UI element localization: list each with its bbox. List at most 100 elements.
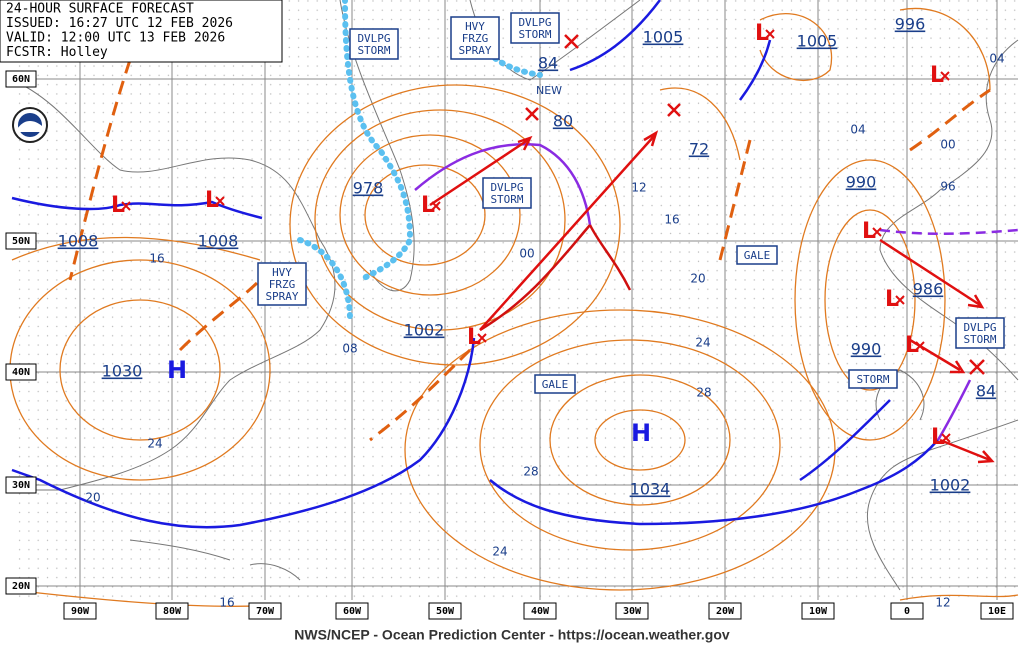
low-marker [431,201,441,211]
isobar-label: 16 [219,596,234,610]
warning-box [257,262,307,306]
warning-text: GALE [744,249,771,262]
lon-label: 60W [343,606,362,617]
low-center: L [862,219,876,244]
warning-text: STORM [357,44,390,57]
isobars [9,7,1019,607]
lon-label: 30W [623,606,642,617]
lon-label: 80W [163,606,182,617]
lon-label: 0 [904,606,910,617]
new-label: NEW [536,84,562,97]
pressure-value: 1002 [404,321,445,340]
pressure-value: 986 [913,280,944,299]
isobar-label: 24 [147,437,162,451]
pressure-value: 1008 [58,232,99,251]
isobar-label: 12 [631,181,646,195]
troughs [68,59,991,442]
isobar-label: 04 [850,123,865,137]
low-center: L [931,425,945,450]
warning-text: FRZG [269,278,296,291]
pressure-value: 990 [851,340,882,359]
lat-label: 50N [12,236,30,247]
lon-label-box [335,602,369,620]
low-marker [915,341,925,351]
warning-text: DVLPG [490,181,523,194]
lon-label: 50W [436,606,455,617]
pressure-value: 72 [689,140,709,159]
warning-text: HVY [272,266,292,279]
minor-grid [12,0,1018,600]
lon-label: 20W [716,606,735,617]
high-center: H [631,419,651,447]
isobar-label: 08 [342,342,357,356]
pressure-value: 80 [553,112,573,131]
pressure-value: 1030 [102,362,143,381]
header-line: ISSUED: 16:27 UTC 12 FEB 2026 [6,16,233,31]
warning-text: FRZG [462,32,489,45]
warning-text: HVY [465,20,485,33]
lat-label-box [5,232,37,250]
lon-label: 90W [71,606,90,617]
isobar-label: 00 [519,247,534,261]
low-center: L [205,188,219,213]
low-marker [940,71,950,81]
header-box [0,0,283,63]
pressure-value: 1005 [643,28,684,47]
isobar-label: 24 [695,336,710,350]
low-marker [941,433,951,443]
lon-label: 10W [809,606,828,617]
noaa-logo [12,107,48,143]
isobar-label: 12 [935,596,950,610]
warning-box [955,317,1005,349]
lon-label-box [248,602,282,620]
isobar-label: 96 [940,180,955,194]
warning-text: DVLPG [357,32,390,45]
lon-label: 10E [988,606,1006,617]
lon-label-box [428,602,462,620]
lon-label-box [801,602,835,620]
pressure-value: 996 [895,15,926,34]
isobar-label: 20 [690,272,705,286]
warning-text: DVLPG [963,321,996,334]
isobar-label: 28 [523,465,538,479]
warning-text: SPRAY [458,44,491,57]
warning-box [349,28,399,60]
header-line: FCSTR: Holley [6,45,108,60]
footer: NWS/NCEP - Ocean Prediction Center - htt… [294,627,730,643]
low-center: L [755,21,769,46]
lat-label: 30N [12,480,30,491]
storm-tracks [429,34,995,464]
isobar-label: 04 [989,52,1004,66]
labels: 60N 50N 40N 30N 20N 90W 80W 70W 60W 50W 40W 30W 20W 1… [5,12,1014,620]
lat-label-box [5,577,37,595]
low-marker [872,227,882,237]
lon-label-box [63,602,97,620]
warning-box [534,374,576,394]
warning-text: SPRAY [265,290,298,303]
lon-label: 70W [256,606,275,617]
pressure-value: 978 [353,179,384,198]
low-marker [765,29,775,39]
warning-text: GALE [542,378,569,391]
warning-text: DVLPG [518,16,551,29]
low-marker [121,201,131,211]
low-marker [215,196,225,206]
warning-box [510,12,560,44]
warning-text: STORM [856,373,889,386]
fronts [11,0,1019,529]
header-line: VALID: 12:00 UTC 13 FEB 2026 [6,31,225,46]
lon-label-box [980,602,1014,620]
pressure-value: 1034 [630,480,671,499]
isobar-label: 24 [492,545,507,559]
lon-label-box [708,602,742,620]
lon-label-box [523,602,557,620]
pressure-value: 990 [846,173,877,192]
isobar-label: 28 [696,386,711,400]
warning-text: STORM [490,193,523,206]
low-center: L [421,193,435,218]
lon-label-box [615,602,649,620]
lat-label-box [5,476,37,494]
pressure-value: 1008 [198,232,239,251]
lon-label: 40W [531,606,550,617]
